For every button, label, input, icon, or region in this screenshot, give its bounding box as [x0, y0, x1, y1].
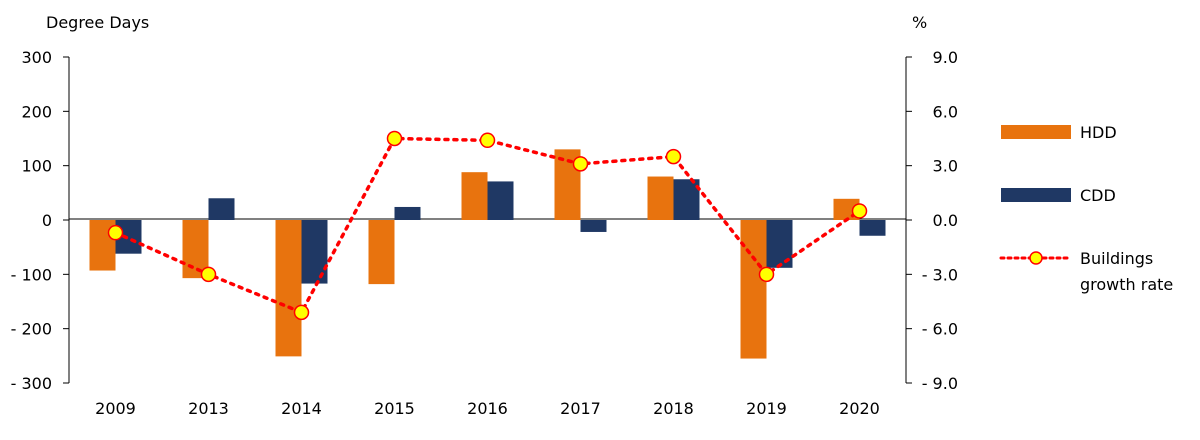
- y-left-tick-label: 0: [42, 211, 52, 230]
- y-right-tick-label: 0.0: [933, 211, 958, 230]
- x-tick-label: 2013: [188, 399, 229, 418]
- cdd-bar: [208, 198, 235, 220]
- legend-growth-marker: [1029, 251, 1043, 265]
- growth-rate-marker: [386, 130, 403, 147]
- legend-growth-label: Buildings growth rate: [1080, 249, 1173, 294]
- y-left-tick-label: - 100: [11, 265, 52, 284]
- y-right-tick-label: - 3.0: [922, 265, 958, 284]
- cdd-bar: [859, 220, 886, 236]
- legend-hdd-swatch: [1001, 125, 1071, 139]
- growth-rate-marker: [665, 148, 682, 165]
- cdd-bar: [487, 181, 514, 220]
- cdd-bar: [580, 220, 607, 232]
- y-right-tick-label: - 9.0: [922, 374, 958, 393]
- legend-growth-label-line2: growth rate: [1080, 275, 1173, 294]
- growth-rate-line: [107, 130, 868, 321]
- growth-rate-marker: [851, 203, 868, 219]
- hdd-bar: [368, 220, 395, 285]
- x-tick-label: 2016: [467, 399, 508, 418]
- y-left-tick-label: - 200: [11, 320, 52, 339]
- hdd-bar: [647, 176, 674, 220]
- hdd-bar: [461, 172, 488, 220]
- y-right-label: %: [912, 13, 927, 32]
- legend-cdd-label: CDD: [1080, 186, 1116, 205]
- x-axis-labels: 2009 2013 2014 2015 2016 2017 2018 2019 2020: [95, 399, 880, 418]
- y-right-tick-label: 6.0: [933, 102, 958, 121]
- y-right-tick-label: 3.0: [933, 157, 958, 176]
- hdd-bar: [740, 220, 767, 359]
- y-right-tick-label: 9.0: [933, 48, 958, 67]
- hdd-bar: [275, 220, 302, 357]
- growth-rate-marker: [479, 132, 496, 149]
- legend-hdd-label: HDD: [1080, 123, 1117, 142]
- growth-rate-polyline: [113, 136, 862, 315]
- x-tick-label: 2018: [653, 399, 694, 418]
- y-right-ticks: 9.0 6.0 3.0 0.0 - 3.0 - 6.0 - 9.0: [906, 48, 958, 393]
- cdd-bar: [673, 179, 700, 220]
- x-tick-label: 2020: [839, 399, 880, 418]
- legend-growth-label-line1: Buildings: [1080, 249, 1153, 268]
- y-right-tick-label: - 6.0: [922, 320, 958, 339]
- y-left-tick-label: 200: [21, 102, 52, 121]
- growth-rate-marker: [758, 266, 775, 283]
- bars: [89, 149, 886, 359]
- growth-rate-marker: [572, 156, 589, 172]
- y-left-label: Degree Days: [46, 13, 149, 32]
- x-tick-label: 2015: [374, 399, 415, 418]
- y-left-tick-label: 300: [21, 48, 52, 67]
- y-left-ticks: 300 200 100 0 - 100 - 200 - 300: [11, 48, 69, 393]
- x-tick-label: 2017: [560, 399, 601, 418]
- growth-rate-marker: [107, 224, 124, 241]
- growth-rate-marker: [293, 304, 310, 321]
- legend-cdd-swatch: [1001, 188, 1071, 202]
- y-left-tick-label: 100: [21, 157, 52, 176]
- x-tick-label: 2014: [281, 399, 322, 418]
- legend: HDD CDD Buildings growth rate: [999, 123, 1173, 294]
- x-tick-label: 2019: [746, 399, 787, 418]
- cdd-bar: [394, 206, 421, 220]
- y-left-tick-label: - 300: [11, 374, 52, 393]
- x-tick-label: 2009: [95, 399, 136, 418]
- growth-rate-marker: [200, 266, 217, 283]
